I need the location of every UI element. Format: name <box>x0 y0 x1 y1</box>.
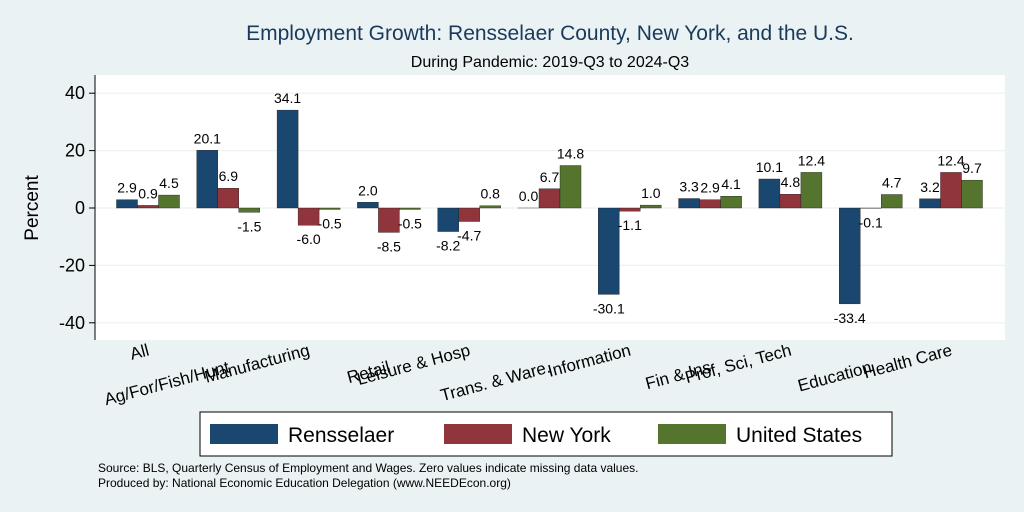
y-tick-label: -20 <box>59 255 85 275</box>
legend-swatch-united-states <box>658 424 726 444</box>
bar-rensselaer <box>839 207 861 305</box>
data-labels: 2.9 0.94.520.16.9-1.534.1-6.0-0.52.0-8.5-… <box>117 90 982 326</box>
legend-swatch-new-york <box>444 424 512 444</box>
bar-united-states <box>158 194 180 209</box>
data-label: 0.0 <box>519 188 539 204</box>
bar-united-states <box>399 207 421 210</box>
x-tick-label: Health Care <box>861 341 954 383</box>
data-label: 4.1 <box>721 176 741 192</box>
bar-rensselaer <box>196 150 219 209</box>
data-label: -30.1 <box>593 300 625 316</box>
data-label: 2.9 <box>117 180 137 196</box>
data-label: 4.5 <box>159 175 179 191</box>
data-label: -1.1 <box>618 217 642 233</box>
data-label: 14.8 <box>557 146 584 162</box>
source-note: Source: BLS, Quarterly Census of Employm… <box>98 461 638 475</box>
data-label: 9.7 <box>962 160 982 176</box>
data-label: -0.5 <box>398 215 422 231</box>
data-label: 4.7 <box>882 175 902 191</box>
bar-new-york <box>297 207 320 226</box>
x-tick-label: Trans. & Ware. <box>438 358 552 406</box>
bar-united-states <box>479 205 501 209</box>
data-label: -33.4 <box>834 310 866 326</box>
legend-label-new-york: New York <box>522 424 611 447</box>
y-tick-label: 20 <box>65 141 85 161</box>
bar-new-york <box>779 194 802 209</box>
bar-united-states <box>800 172 823 209</box>
chart-subtitle: During Pandemic: 2019-Q3 to 2024-Q3 <box>411 54 689 71</box>
data-label: 20.1 <box>194 130 221 146</box>
bar-united-states <box>720 196 742 209</box>
data-label: -4.7 <box>457 227 481 243</box>
y-axis-ticks: -40 -20 0 20 40 <box>59 83 95 333</box>
bar-rensselaer <box>357 202 379 209</box>
x-tick-label: Information <box>546 341 633 381</box>
y-tick-label: 0 <box>75 198 85 218</box>
data-label: 0.9 <box>138 185 158 201</box>
bar-united-states <box>881 194 903 209</box>
bar-new-york <box>378 207 400 233</box>
bar-rensselaer <box>598 207 620 295</box>
y-tick-label: 40 <box>65 83 85 103</box>
data-label: 12.4 <box>937 152 964 168</box>
bar-new-york <box>940 172 962 209</box>
bar-united-states <box>961 179 983 209</box>
bar-rensselaer <box>116 199 138 209</box>
legend-box <box>199 411 893 457</box>
bar-united-states <box>640 204 662 209</box>
bar-new-york <box>619 207 641 212</box>
data-label: 0.8 <box>480 186 500 202</box>
bar-new-york <box>458 207 480 222</box>
data-label: -0.1 <box>859 214 883 230</box>
data-label: -8.2 <box>436 238 460 254</box>
data-label: 6.9 <box>219 168 239 184</box>
bar-united-states <box>238 207 261 213</box>
legend-label-rensselaer: Rensselaer <box>288 424 394 447</box>
produced-note: Produced by: National Economic Education… <box>98 476 511 490</box>
bar-new-york <box>699 199 721 209</box>
bar-rensselaer <box>276 109 299 209</box>
data-label: 3.2 <box>920 179 940 195</box>
bar-rensselaer <box>678 198 700 209</box>
data-label: 6.7 <box>540 169 560 185</box>
bar-new-york <box>137 205 159 209</box>
data-label: -0.5 <box>318 215 342 231</box>
data-label: -6.0 <box>297 231 321 247</box>
bar-new-york <box>217 187 240 209</box>
data-label: 3.3 <box>679 179 699 195</box>
bar-rensselaer <box>437 207 459 232</box>
bar-rensselaer <box>919 198 941 209</box>
y-axis-label: Percent <box>22 175 43 241</box>
bar-united-states <box>318 207 341 210</box>
data-label: 4.8 <box>781 174 801 190</box>
data-label: 10.1 <box>756 159 783 175</box>
x-tick-label: Manufacturing <box>203 341 312 387</box>
data-label: 2.0 <box>358 182 378 198</box>
chart-title: Employment Growth: Rensselaer County, Ne… <box>246 22 854 45</box>
data-label: 12.4 <box>798 152 825 168</box>
x-tick-label: All <box>128 341 151 364</box>
data-label: -8.5 <box>377 238 401 254</box>
data-label: 2.9 <box>700 180 720 196</box>
legend: Rensselaer New York United States <box>199 411 893 457</box>
bar-new-york <box>538 188 561 209</box>
bar-united-states <box>559 165 582 209</box>
legend-swatch-rensselaer <box>210 424 278 444</box>
bar-rensselaer <box>758 178 781 209</box>
bars <box>116 109 983 305</box>
data-label: -1.5 <box>237 218 261 234</box>
data-label: 1.0 <box>641 185 661 201</box>
data-label: 34.1 <box>274 90 301 106</box>
y-tick-label: -40 <box>59 313 85 333</box>
legend-label-united-states: United States <box>736 424 862 447</box>
x-tick-label: Prof, Sci, Tech <box>683 341 793 388</box>
